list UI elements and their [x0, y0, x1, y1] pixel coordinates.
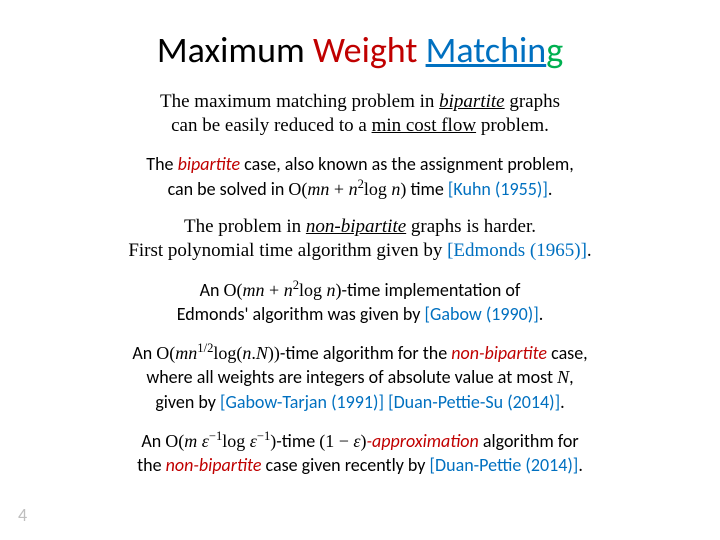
slide: Maximum Weight Matching The maximum matc… — [0, 0, 720, 540]
p1-l2a: can be easily reduced to a — [171, 115, 371, 136]
p2-l2a: First polynomial time algorithm given by — [128, 240, 447, 261]
b4-period: . — [578, 454, 583, 476]
b4-e: the — [137, 454, 166, 476]
b3-term: non-bipartite — [451, 342, 547, 364]
p2-nonbipartite: non-bipartite — [306, 216, 406, 237]
p1-bipartite: bipartite — [439, 91, 504, 112]
b3-c: case, — [547, 342, 588, 364]
slide-title: Maximum Weight Matching — [50, 28, 670, 72]
b2-period: . — [539, 303, 544, 325]
b4-f: case given recently by — [261, 454, 429, 476]
b3-d: where all weights are integers of absolu… — [146, 366, 557, 388]
b4-formula2: (1 − ε) — [319, 431, 366, 451]
title-word-4: g — [546, 28, 563, 72]
b1-c: case, also known as the assignment probl… — [240, 153, 574, 175]
b3-b: -time algorithm for the — [280, 342, 451, 364]
p1-l2c: problem. — [476, 115, 549, 136]
p1-l1a: The maximum matching problem in — [160, 91, 439, 112]
b4-d: algorithm for — [479, 430, 579, 452]
b2-a: An — [200, 279, 224, 301]
b1-e: time — [406, 178, 448, 200]
b1-d: can be solved in — [168, 178, 289, 200]
b3-ref2: [Duan-Pettie-Su (2014)] — [388, 391, 560, 413]
p2-ref: [Edmonds (1965)] — [447, 240, 587, 261]
p1-mincostflow: min cost flow — [372, 115, 477, 136]
paragraph-1: The maximum matching problem in bipartit… — [50, 90, 670, 138]
b4-approx: -approximation — [367, 430, 479, 452]
b2-ref: [Gabow (1990)] — [425, 303, 539, 325]
b2-c: Edmonds' algorithm was given by — [177, 303, 425, 325]
b1-a: The — [146, 153, 177, 175]
page-number: 4 — [18, 504, 27, 526]
b4-term: non-bipartite — [166, 454, 262, 476]
b1-period: . — [548, 178, 553, 200]
b3-period: . — [560, 391, 565, 413]
paragraph-2: The problem in non-bipartite graphs is h… — [50, 215, 670, 263]
p2-l1a: The problem in — [184, 216, 306, 237]
b3-f: given by — [155, 391, 220, 413]
b2-formula: O(mn + n2log n) — [224, 280, 342, 300]
p2-l2b: . — [587, 240, 592, 261]
b1-formula: O(mn + n2log n) — [288, 179, 406, 199]
b1-bipartite: bipartite — [178, 153, 241, 175]
b3-N: N — [557, 367, 569, 387]
p1-l1c: graphs — [505, 91, 560, 112]
title-word-1: Maximum — [157, 28, 305, 72]
b4-a: An — [141, 430, 165, 452]
p2-l1c: graphs is harder. — [406, 216, 536, 237]
b3-e: , — [569, 366, 574, 388]
b4-b: -time — [276, 430, 319, 452]
block-4: An O(m ε−1log ε−1)-time (1 − ε)-approxim… — [50, 428, 670, 478]
b2-b: -time implementation of — [342, 279, 521, 301]
title-word-2: Weight — [313, 28, 417, 72]
b1-ref: [Kuhn (1955)] — [448, 178, 548, 200]
title-word-3: Matchin — [426, 28, 547, 72]
block-3: An O(mn1/2log(n.N))-time algorithm for t… — [50, 340, 670, 414]
block-2: An O(mn + n2log n)-time implementation o… — [50, 277, 670, 327]
block-1: The bipartite case, also known as the as… — [50, 152, 670, 202]
b4-ref: [Duan-Pettie (2014)] — [430, 454, 579, 476]
b3-formula: O(mn1/2log(n.N)) — [156, 343, 280, 363]
b4-formula1: O(m ε−1log ε−1) — [165, 431, 276, 451]
b3-a: An — [132, 342, 156, 364]
b3-ref1: [Gabow-Tarjan (1991)] — [220, 391, 384, 413]
